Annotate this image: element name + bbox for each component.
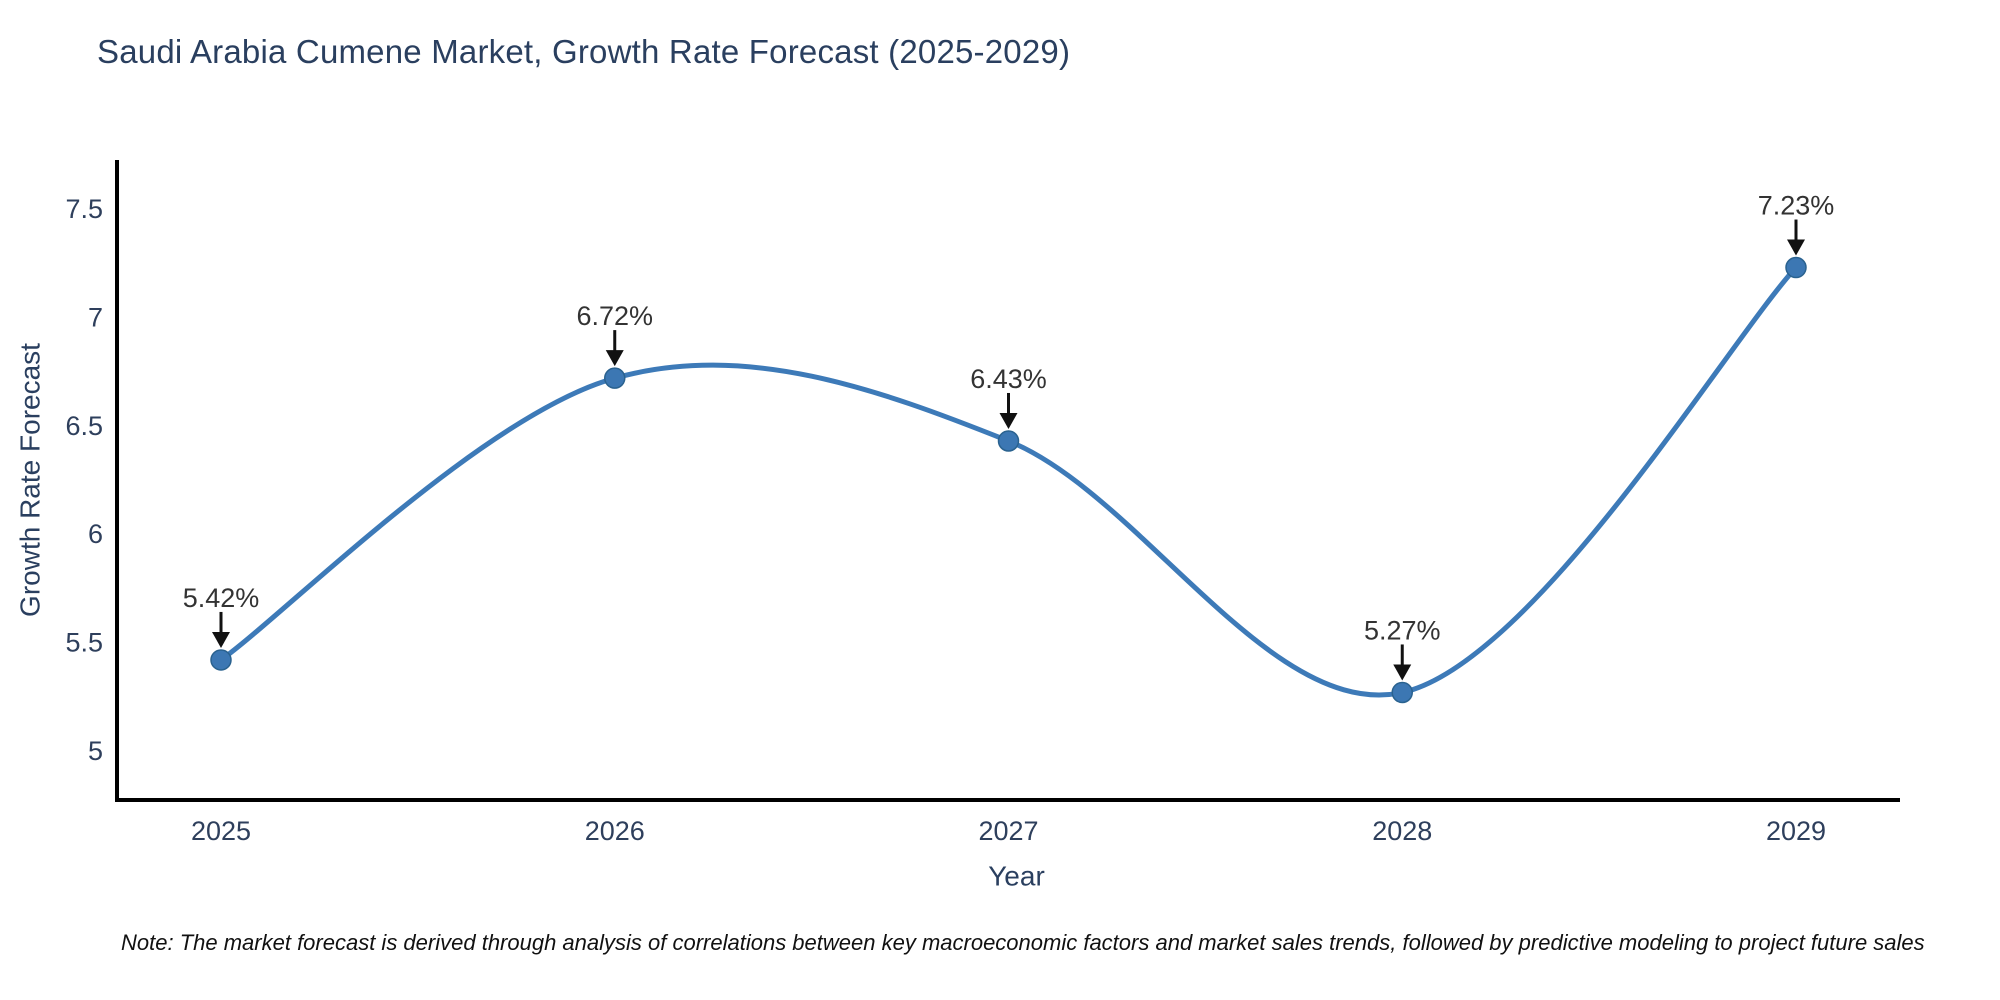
series-line: [218, 265, 1799, 698]
chart-title: Saudi Arabia Cumene Market, Growth Rate …: [97, 33, 1071, 70]
data-point-2025: [210, 649, 232, 671]
annotation-label: 6.72%: [576, 301, 653, 331]
data-point-2027: [997, 430, 1020, 452]
data-point-2029: [1785, 256, 1807, 279]
data-point-2026: [604, 367, 626, 389]
annotation-arrow-head: [999, 412, 1018, 429]
y-axis-title: Growth Rate Forecast: [15, 343, 46, 617]
x-tick-label: 2028: [1372, 816, 1432, 846]
y-tick-label: 7: [88, 302, 103, 332]
annotation-label: 5.42%: [183, 583, 260, 613]
annotation-arrow-head: [1787, 239, 1805, 256]
x-tick-label: 2029: [1766, 816, 1826, 846]
annotation-label: 7.23%: [1758, 191, 1835, 221]
annotation-arrow-head: [605, 350, 624, 367]
x-tick-label: 2026: [585, 816, 645, 846]
x-axis-title: Year: [988, 861, 1045, 892]
y-tick-label: 5: [88, 736, 103, 766]
annotation-arrow-head: [1393, 664, 1412, 681]
annotation-arrow-head: [212, 631, 230, 648]
annotation-label: 5.27%: [1364, 615, 1441, 645]
data-point-2028: [1391, 681, 1413, 704]
x-tick-label: 2025: [191, 816, 251, 846]
annotation-label: 6.43%: [970, 364, 1047, 394]
y-tick-label: 7.5: [65, 194, 103, 224]
x-tick-label: 2027: [978, 816, 1038, 846]
y-tick-label: 6: [88, 519, 103, 549]
y-tick-label: 5.5: [65, 628, 103, 658]
y-tick-label: 6.5: [65, 411, 103, 441]
footnote: Note: The market forecast is derived thr…: [121, 930, 1925, 955]
